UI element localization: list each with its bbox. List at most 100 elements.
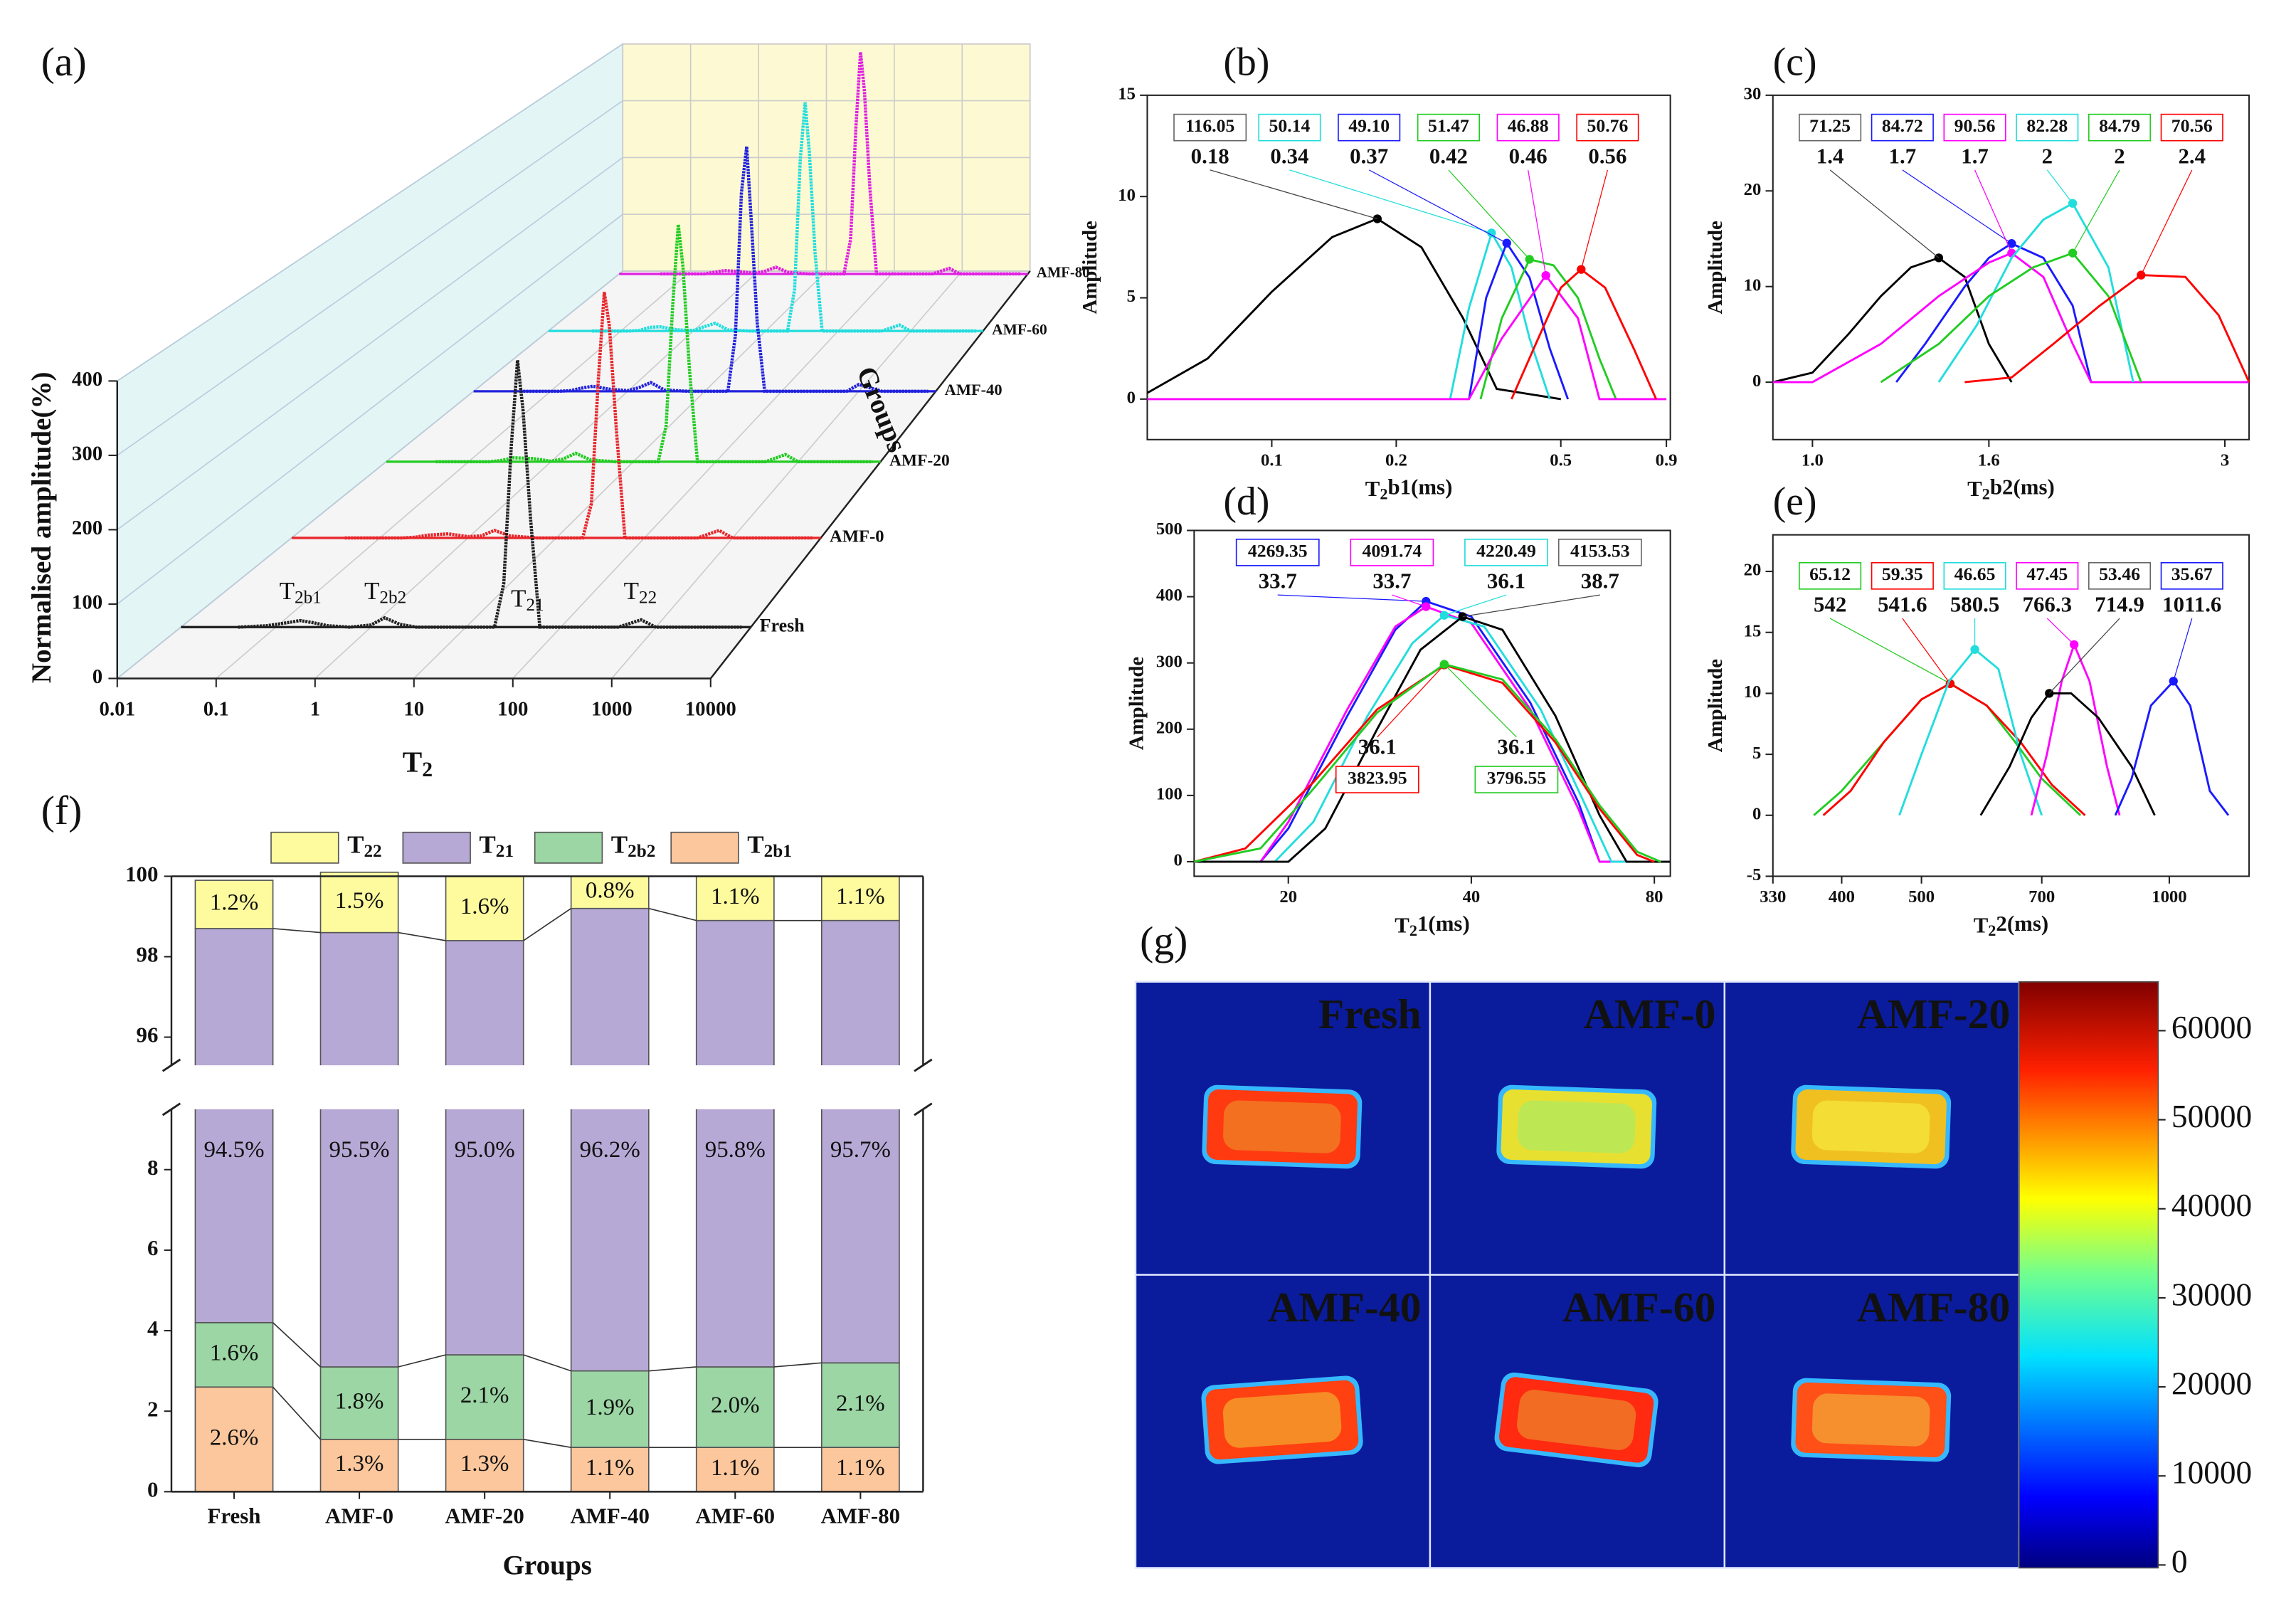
plot-frame bbox=[1193, 529, 1671, 877]
leader-line bbox=[1902, 169, 2012, 244]
connector-line bbox=[523, 907, 572, 941]
area-label: 3796.55 bbox=[1487, 767, 1547, 788]
y-tick-label: 10 bbox=[1744, 275, 1762, 295]
series-label: Fresh bbox=[760, 615, 805, 635]
value-label: 1.8% bbox=[335, 1388, 384, 1414]
area-label: 46.88 bbox=[1508, 115, 1549, 136]
plot-frame bbox=[1772, 534, 2250, 877]
leader-line bbox=[1448, 169, 1530, 260]
sample-blob bbox=[1496, 1084, 1657, 1169]
peak-label: 38.7 bbox=[1581, 569, 1619, 593]
legend-swatch bbox=[402, 831, 471, 864]
value-label: 1.9% bbox=[586, 1395, 635, 1420]
image-label: AMF-20 bbox=[1857, 990, 2011, 1037]
annotation-box bbox=[1943, 113, 2006, 142]
plot-frame bbox=[1772, 94, 2250, 440]
annotation-box bbox=[1943, 561, 2006, 590]
value-label: 1.2% bbox=[210, 890, 259, 916]
legend-label: T2b1 bbox=[747, 830, 792, 860]
value-label: 1.6% bbox=[210, 1341, 259, 1366]
connector-line bbox=[523, 1439, 571, 1448]
wall-grid-line bbox=[117, 213, 623, 605]
colorbar-tick-label: 60000 bbox=[2171, 1010, 2252, 1045]
wall-grid-line bbox=[117, 43, 623, 382]
value-label: 1.3% bbox=[460, 1451, 509, 1476]
series-line bbox=[1449, 230, 1551, 400]
area-label: 4091.74 bbox=[1363, 540, 1422, 561]
area-label: 49.10 bbox=[1348, 115, 1390, 136]
bar-segment bbox=[445, 1354, 524, 1440]
x-tick-label: AMF-20 bbox=[445, 1504, 524, 1528]
peak-label: 0.34 bbox=[1270, 143, 1308, 168]
y-tick-label: 0 bbox=[1752, 804, 1761, 823]
y-tick-label: 2 bbox=[147, 1396, 158, 1421]
annotation-box bbox=[1799, 113, 1862, 142]
annotation-box bbox=[1258, 113, 1321, 142]
value-label: 1.6% bbox=[460, 894, 509, 919]
series-line bbox=[1895, 242, 2093, 383]
area-label: 51.47 bbox=[1428, 115, 1469, 136]
y-tick-label: 10 bbox=[1744, 682, 1762, 702]
area-label: 90.56 bbox=[1954, 115, 1996, 136]
value-label: 1.1% bbox=[836, 884, 885, 909]
y-tick-label: 200 bbox=[1156, 718, 1183, 737]
x-tick-label: 1000 bbox=[591, 697, 633, 720]
y-axis-label: Amplitude bbox=[1126, 657, 1148, 751]
annotation-box bbox=[1173, 113, 1247, 142]
area-label: 84.72 bbox=[1882, 115, 1923, 136]
colorbar bbox=[2018, 981, 2159, 1569]
peak-label: 1.7 bbox=[1889, 143, 1917, 168]
annotation-box bbox=[1576, 113, 1639, 142]
connector-line bbox=[272, 1386, 322, 1440]
legend-label: T21 bbox=[479, 830, 514, 860]
value-label: 2.1% bbox=[460, 1383, 509, 1408]
series-label: AMF-80 bbox=[1037, 265, 1089, 281]
series-line bbox=[1898, 648, 2043, 816]
x-tick-label: 1.6 bbox=[1978, 450, 2000, 470]
y-axis-label: Amplitude bbox=[1704, 221, 1727, 315]
connector-line bbox=[523, 1354, 571, 1372]
y-tick-label: 98 bbox=[137, 942, 159, 967]
area-label: 35.67 bbox=[2171, 564, 2213, 584]
annotation-box bbox=[1335, 766, 1419, 793]
y-tick-label: 300 bbox=[72, 443, 102, 465]
area-label: 4220.49 bbox=[1476, 540, 1536, 561]
series-label: AMF-0 bbox=[830, 527, 884, 546]
colorbar-tick-label: 10000 bbox=[2171, 1455, 2252, 1491]
series-line bbox=[1147, 273, 1667, 401]
break-mark bbox=[914, 1102, 933, 1116]
y-tick-label: 200 bbox=[72, 517, 102, 539]
legend-label: T22 bbox=[347, 830, 382, 860]
peak-label: 714.9 bbox=[2095, 592, 2144, 617]
sample-blob bbox=[1791, 1084, 1952, 1169]
peak-label: 1.4 bbox=[1816, 143, 1844, 168]
x-tick-label: 1000 bbox=[2152, 887, 2186, 907]
peak-label: 33.7 bbox=[1259, 569, 1297, 593]
leader-line bbox=[1462, 594, 1600, 618]
bar-segment bbox=[820, 1447, 900, 1493]
annotation-box bbox=[1338, 113, 1401, 142]
y-tick-label: 15 bbox=[1744, 621, 1762, 640]
area-label: 116.05 bbox=[1185, 115, 1234, 136]
series-label: AMF-60 bbox=[992, 321, 1047, 338]
floor-grid-line bbox=[216, 270, 692, 680]
sample-blob bbox=[1201, 1375, 1363, 1464]
bar-segment bbox=[445, 940, 524, 1356]
leader-line bbox=[2140, 169, 2193, 275]
leader-line bbox=[1829, 169, 1940, 258]
x-axis-label: T2b1(ms) bbox=[1365, 474, 1453, 502]
series-line bbox=[2114, 680, 2230, 816]
x-tick-label: 1 bbox=[310, 697, 320, 720]
blob-core bbox=[1516, 1390, 1636, 1450]
bar-segment bbox=[445, 1439, 524, 1493]
leader-line bbox=[2046, 169, 2073, 204]
series-line bbox=[1937, 201, 2134, 383]
x-tick-label: 400 bbox=[1829, 887, 1855, 907]
x-tick-label: 0.9 bbox=[1656, 450, 1678, 470]
area-label: 71.25 bbox=[1809, 115, 1851, 136]
peak-label: 0.37 bbox=[1350, 143, 1388, 168]
x-tick-label: 10000 bbox=[685, 697, 736, 720]
y-axis-label: Normalised amplitude(%) bbox=[26, 371, 57, 683]
series-line bbox=[238, 359, 742, 629]
peak-label: 0.46 bbox=[1509, 143, 1548, 168]
